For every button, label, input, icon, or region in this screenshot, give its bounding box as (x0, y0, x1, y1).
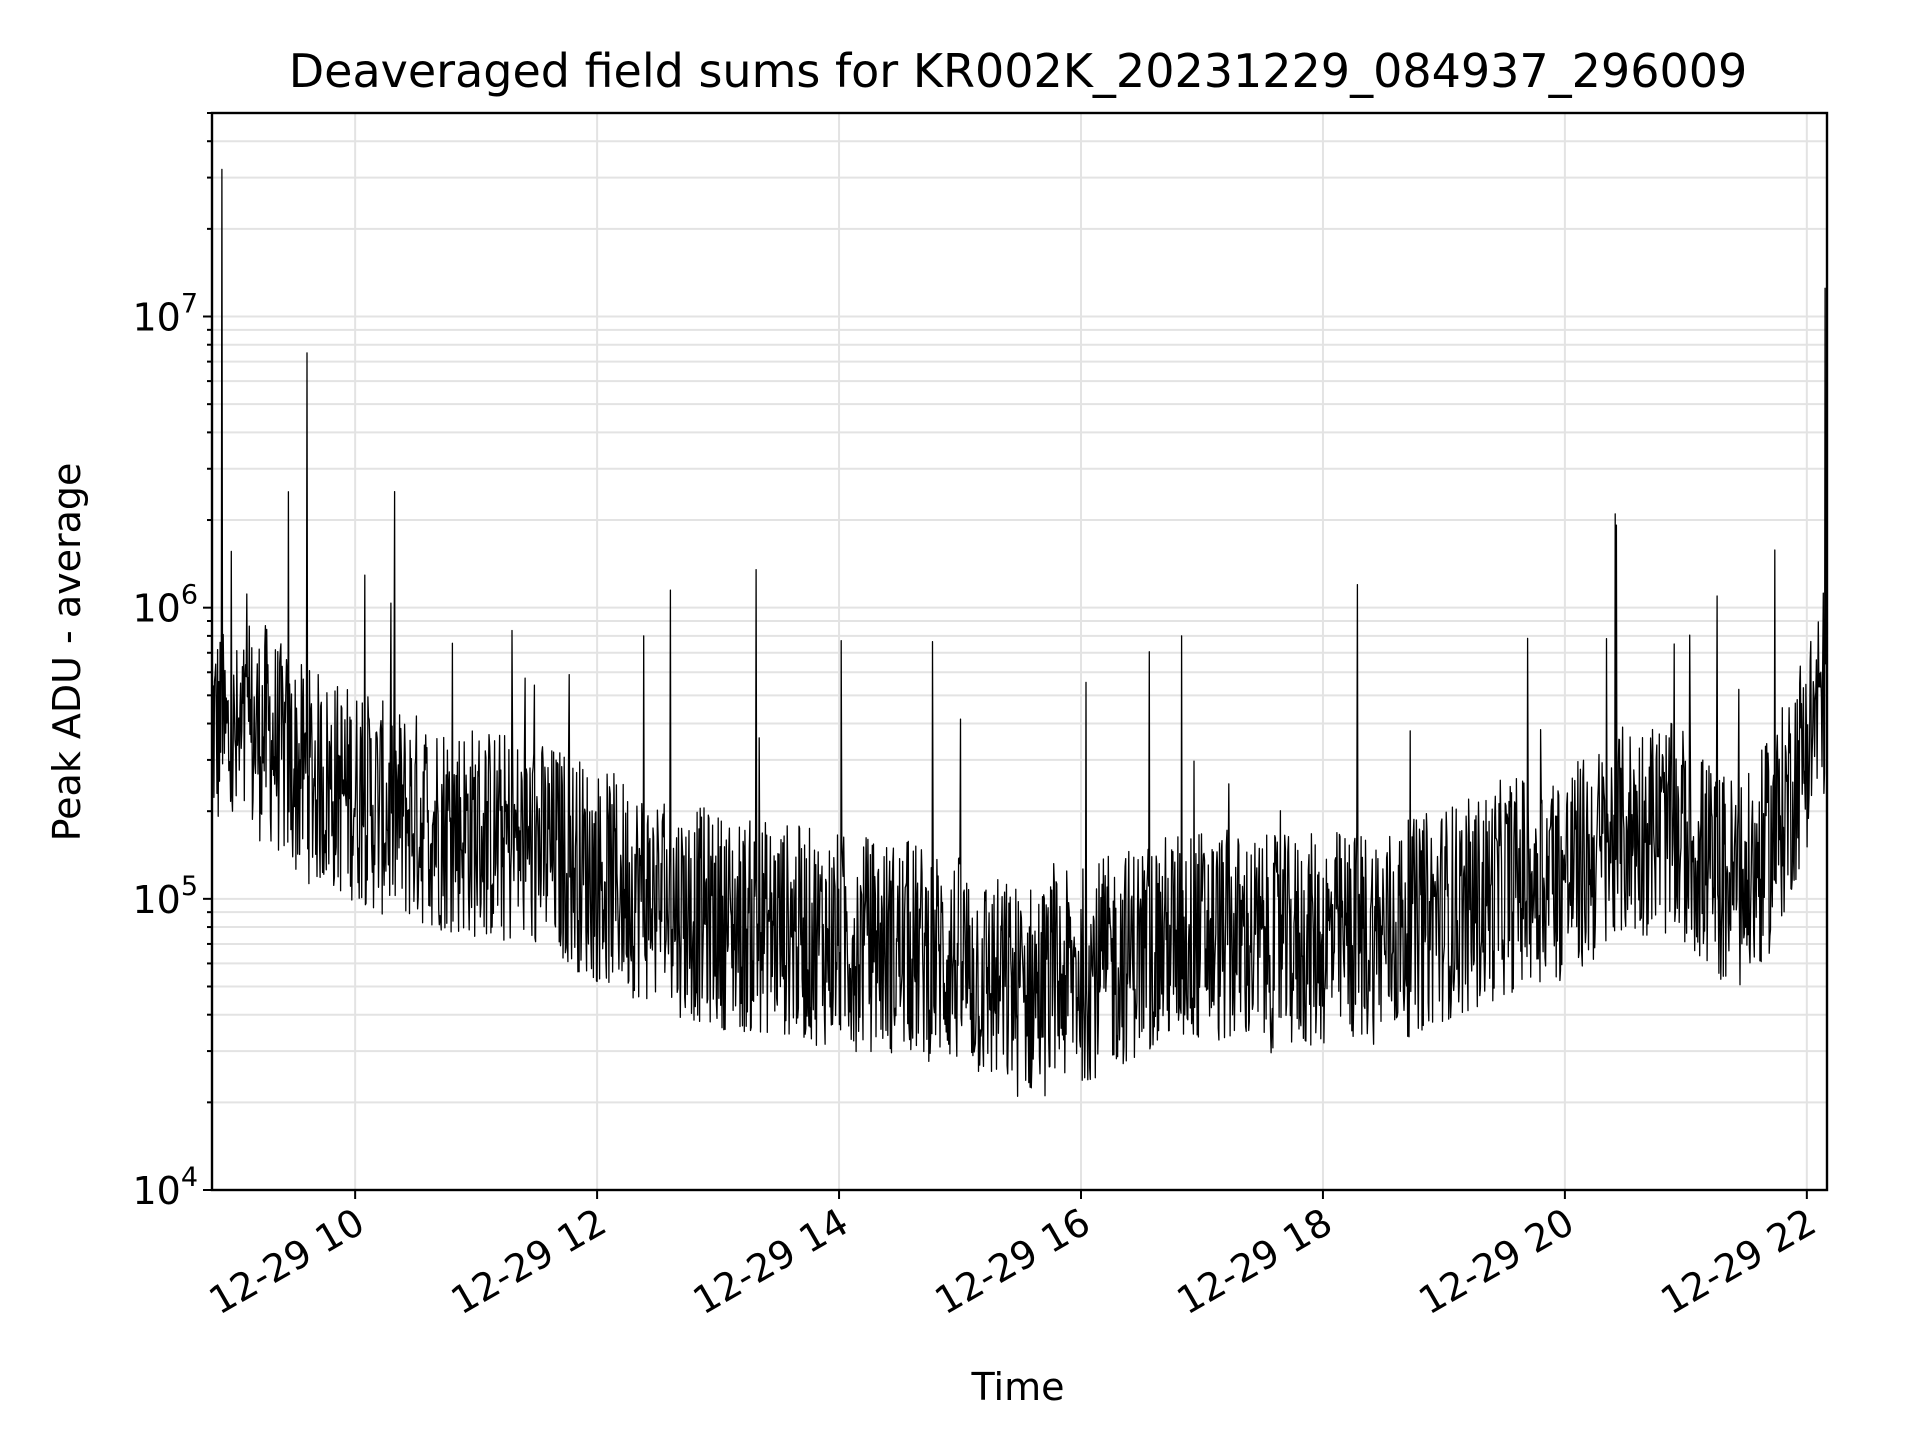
data-series (211, 168, 1828, 1097)
series-line (211, 168, 1828, 1097)
y-axis: 104 105 106 107 (132, 112, 212, 1213)
y-tick-label: 107 (132, 289, 198, 340)
x-tick-label: 12-29 10 (202, 1200, 372, 1324)
x-tick-label: 12-29 14 (686, 1200, 856, 1324)
x-tick-label: 12-29 16 (928, 1200, 1098, 1324)
x-tick-label: 12-29 18 (1169, 1200, 1339, 1324)
x-axis: 12-29 10 12-29 12 12-29 14 12-29 16 12-29 18… (202, 1190, 1823, 1324)
y-tick-label: 104 (132, 1162, 198, 1213)
y-axis-label: Peak ADU - average (45, 463, 89, 842)
grid (212, 112, 1827, 1191)
x-tick-label: 12-29 20 (1411, 1200, 1581, 1324)
x-tick-label: 12-29 22 (1653, 1200, 1823, 1324)
x-axis-label: Time (971, 1365, 1065, 1409)
axes-frame (210, 111, 1829, 1192)
y-tick-label: 106 (132, 580, 198, 631)
y-tick-label: 105 (132, 871, 198, 922)
chart-title: Deaveraged field sums for KR002K_2023122… (289, 44, 1748, 98)
x-tick-label: 12-29 12 (444, 1200, 614, 1324)
